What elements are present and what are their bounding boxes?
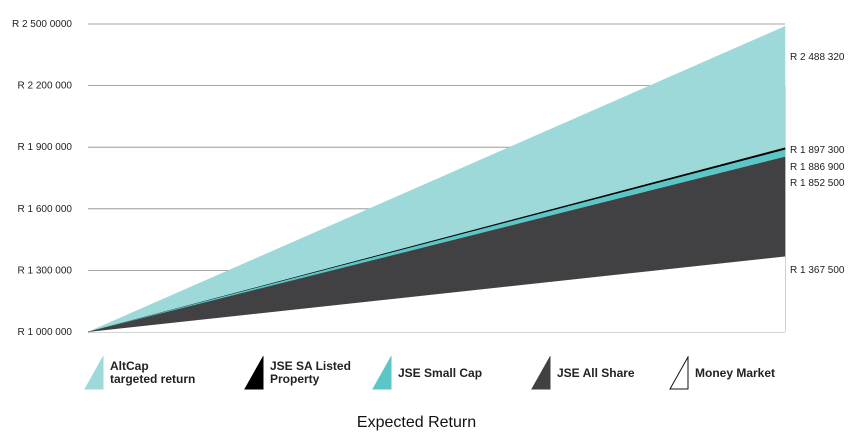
legend-item: JSE Small Cap bbox=[372, 356, 482, 390]
chart-plot: R 1 000 000 R 1 300 000 R 1 600 000 R 1 900… bbox=[12, 19, 845, 338]
legend-label: JSE All Share bbox=[557, 365, 635, 380]
end-value-labels: R 2 488 320 R 1 897 300 R 1 886 900 R 1 852… bbox=[790, 52, 845, 276]
legend-label: JSE SA Listed Property bbox=[270, 359, 351, 386]
series-areas bbox=[87, 26, 786, 333]
legend-item: JSE All Share bbox=[531, 356, 635, 390]
legend-swatch bbox=[84, 356, 104, 390]
end-value-label: R 1 367 500 bbox=[790, 265, 845, 276]
area-4 bbox=[88, 256, 785, 332]
y-tick-label: R 1 600 000 bbox=[18, 204, 73, 215]
legend-item: AltCap targeted return bbox=[84, 356, 195, 390]
y-tick-label: R 2 500 0000 bbox=[12, 19, 72, 30]
end-value-label: R 2 488 320 bbox=[790, 52, 845, 63]
legend-swatch bbox=[244, 356, 264, 390]
legend-swatch bbox=[372, 356, 392, 390]
y-tick-label: R 1 300 000 bbox=[18, 265, 73, 276]
legend-label: AltCap targeted return bbox=[110, 359, 196, 386]
y-axis-ticks: R 1 000 000 R 1 300 000 R 1 600 000 R 1 900… bbox=[12, 19, 72, 338]
end-value-label: R 1 852 500 bbox=[790, 178, 845, 189]
legend-swatch bbox=[531, 356, 551, 390]
y-tick-label: R 2 200 000 bbox=[18, 81, 73, 92]
legend-item: Money Market bbox=[669, 356, 775, 390]
legend: AltCap targeted return JSE SA Listed Prop… bbox=[0, 356, 863, 396]
legend-swatch bbox=[669, 356, 689, 390]
end-value-label: R 1 886 900 bbox=[790, 162, 845, 173]
legend-label: Money Market bbox=[695, 365, 776, 380]
x-axis-title: Expected Return bbox=[356, 414, 477, 431]
y-tick-label: R 1 000 000 bbox=[18, 327, 73, 338]
end-value-label: R 1 897 300 bbox=[790, 145, 845, 156]
legend-label: JSE Small Cap bbox=[398, 365, 483, 380]
y-tick-label: R 1 900 000 bbox=[18, 142, 73, 153]
legend-item: JSE SA Listed Property bbox=[244, 356, 351, 390]
